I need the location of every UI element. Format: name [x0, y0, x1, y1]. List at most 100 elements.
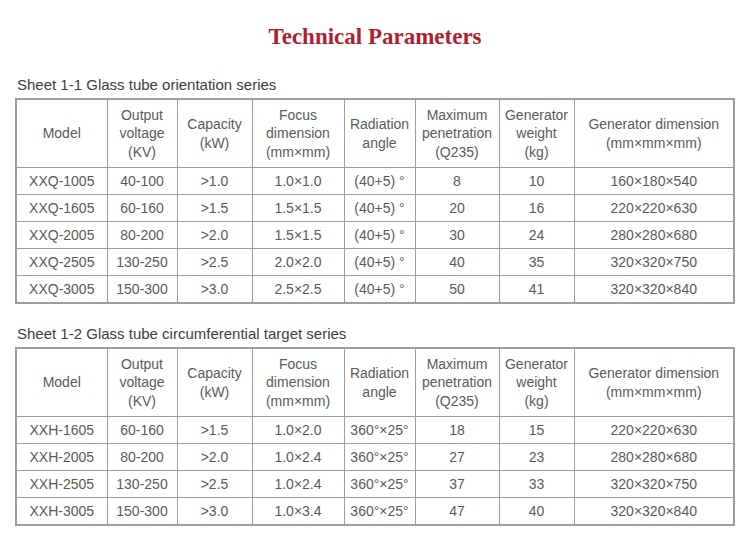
- cell-focus-dimension: 1.0×2.4: [252, 471, 344, 498]
- cell-radiation-angle: (40+5) °: [344, 168, 415, 195]
- table-row: XXH-200580-200>2.01.0×2.4360°×25°2723280…: [16, 444, 734, 471]
- cell-capacity: >1.5: [177, 195, 252, 222]
- cell-output-voltage: 150-300: [107, 498, 177, 525]
- column-header-radiation-angle: Radiationangle: [344, 348, 415, 417]
- cell-radiation-angle: 360°×25°: [344, 417, 415, 444]
- cell-generator-weight: 24: [499, 222, 574, 249]
- column-header-model: Model: [16, 348, 107, 417]
- cell-capacity: >2.5: [177, 249, 252, 276]
- cell-model: XXQ-1005: [16, 168, 107, 195]
- table-row: XXH-2505130-250>2.51.0×2.4360°×25°373332…: [16, 471, 734, 498]
- cell-radiation-angle: (40+5) °: [344, 222, 415, 249]
- cell-generator-weight: 33: [499, 471, 574, 498]
- cell-radiation-angle: (40+5) °: [344, 276, 415, 303]
- cell-focus-dimension: 1.5×1.5: [252, 195, 344, 222]
- cell-generator-weight: 15: [499, 417, 574, 444]
- cell-output-voltage: 60-160: [107, 417, 177, 444]
- table-row: XXQ-100540-100>1.01.0×1.0(40+5) °810160×…: [16, 168, 734, 195]
- cell-output-voltage: 130-250: [107, 249, 177, 276]
- cell-model: XXQ-1605: [16, 195, 107, 222]
- column-header-radiation-angle: Radiationangle: [344, 99, 415, 168]
- cell-capacity: >2.5: [177, 471, 252, 498]
- cell-maximum-penetration: 20: [415, 195, 499, 222]
- table-row: XXH-3005150-300>3.01.0×3.4360°×25°474032…: [16, 498, 734, 525]
- cell-generator-dimension: 320×320×750: [574, 471, 734, 498]
- cell-capacity: >3.0: [177, 276, 252, 303]
- sheet-1-2-caption: Sheet 1-2 Glass tube circumferential tar…: [15, 304, 735, 347]
- table-sheet-1-1: ModelOutputvoltage(KV)Capacity(kW)Focusd…: [15, 98, 735, 304]
- cell-capacity: >3.0: [177, 498, 252, 525]
- table-row: XXH-160560-160>1.51.0×2.0360°×25°1815220…: [16, 417, 734, 444]
- column-header-maximum-penetration: Maximumpenetration(Q235): [415, 348, 499, 417]
- cell-model: XXQ-2005: [16, 222, 107, 249]
- cell-model: XXH-3005: [16, 498, 107, 525]
- cell-maximum-penetration: 30: [415, 222, 499, 249]
- cell-output-voltage: 40-100: [107, 168, 177, 195]
- page-container: Technical Parameters Sheet 1-1 Glass tub…: [0, 0, 750, 526]
- cell-generator-dimension: 160×180×540: [574, 168, 734, 195]
- cell-generator-dimension: 320×320×750: [574, 249, 734, 276]
- column-header-focus-dimension: Focusdimension(mm×mm): [252, 348, 344, 417]
- cell-capacity: >1.0: [177, 168, 252, 195]
- cell-focus-dimension: 1.0×2.0: [252, 417, 344, 444]
- cell-model: XXH-2505: [16, 471, 107, 498]
- column-header-generator-dimension: Generator dimension(mm×mm×mm): [574, 99, 734, 168]
- cell-radiation-angle: (40+5) °: [344, 195, 415, 222]
- cell-generator-weight: 10: [499, 168, 574, 195]
- cell-output-voltage: 60-160: [107, 195, 177, 222]
- table-row: XXQ-160560-160>1.51.5×1.5(40+5) °2016220…: [16, 195, 734, 222]
- cell-maximum-penetration: 47: [415, 498, 499, 525]
- cell-focus-dimension: 2.0×2.0: [252, 249, 344, 276]
- cell-maximum-penetration: 50: [415, 276, 499, 303]
- table-row: XXQ-3005150-300>3.02.5×2.5(40+5) °504132…: [16, 276, 734, 303]
- cell-generator-weight: 40: [499, 498, 574, 525]
- cell-focus-dimension: 1.5×1.5: [252, 222, 344, 249]
- column-header-output-voltage: Outputvoltage(KV): [107, 99, 177, 168]
- cell-output-voltage: 80-200: [107, 222, 177, 249]
- cell-output-voltage: 130-250: [107, 471, 177, 498]
- column-header-capacity: Capacity(kW): [177, 348, 252, 417]
- column-header-capacity: Capacity(kW): [177, 99, 252, 168]
- cell-generator-weight: 41: [499, 276, 574, 303]
- cell-focus-dimension: 1.0×2.4: [252, 444, 344, 471]
- column-header-generator-weight: Generatorweight(kg): [499, 348, 574, 417]
- column-header-generator-dimension: Generator dimension(mm×mm×mm): [574, 348, 734, 417]
- cell-focus-dimension: 2.5×2.5: [252, 276, 344, 303]
- column-header-output-voltage: Outputvoltage(KV): [107, 348, 177, 417]
- cell-model: XXQ-2505: [16, 249, 107, 276]
- column-header-generator-weight: Generatorweight(kg): [499, 99, 574, 168]
- cell-focus-dimension: 1.0×3.4: [252, 498, 344, 525]
- cell-radiation-angle: 360°×25°: [344, 498, 415, 525]
- cell-maximum-penetration: 18: [415, 417, 499, 444]
- sheet-1-1-caption: Sheet 1-1 Glass tube orientation series: [15, 50, 735, 98]
- cell-generator-dimension: 280×280×680: [574, 444, 734, 471]
- cell-output-voltage: 150-300: [107, 276, 177, 303]
- column-header-maximum-penetration: Maximumpenetration(Q235): [415, 99, 499, 168]
- cell-generator-dimension: 320×320×840: [574, 276, 734, 303]
- cell-generator-dimension: 320×320×840: [574, 498, 734, 525]
- cell-radiation-angle: (40+5) °: [344, 249, 415, 276]
- table-row: XXQ-2505130-250>2.52.0×2.0(40+5) °403532…: [16, 249, 734, 276]
- cell-model: XXH-2005: [16, 444, 107, 471]
- cell-radiation-angle: 360°×25°: [344, 444, 415, 471]
- cell-generator-weight: 35: [499, 249, 574, 276]
- table-row: XXQ-200580-200>2.01.5×1.5(40+5) °3024280…: [16, 222, 734, 249]
- cell-model: XXH-1605: [16, 417, 107, 444]
- header-row: ModelOutputvoltage(KV)Capacity(kW)Focusd…: [16, 99, 734, 168]
- cell-model: XXQ-3005: [16, 276, 107, 303]
- cell-maximum-penetration: 8: [415, 168, 499, 195]
- cell-generator-dimension: 220×220×630: [574, 417, 734, 444]
- column-header-model: Model: [16, 99, 107, 168]
- cell-maximum-penetration: 27: [415, 444, 499, 471]
- cell-capacity: >1.5: [177, 417, 252, 444]
- cell-generator-weight: 23: [499, 444, 574, 471]
- header-row: ModelOutputvoltage(KV)Capacity(kW)Focusd…: [16, 348, 734, 417]
- cell-output-voltage: 80-200: [107, 444, 177, 471]
- column-header-focus-dimension: Focusdimension(mm×mm): [252, 99, 344, 168]
- cell-generator-dimension: 220×220×630: [574, 195, 734, 222]
- cell-maximum-penetration: 37: [415, 471, 499, 498]
- page-title: Technical Parameters: [15, 0, 735, 50]
- cell-generator-dimension: 280×280×680: [574, 222, 734, 249]
- table-sheet-1-2: ModelOutputvoltage(KV)Capacity(kW)Focusd…: [15, 347, 735, 526]
- cell-generator-weight: 16: [499, 195, 574, 222]
